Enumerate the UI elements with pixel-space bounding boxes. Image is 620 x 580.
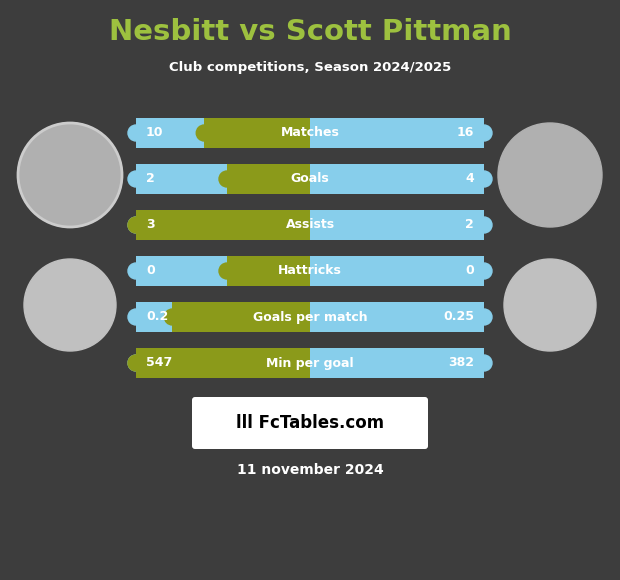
Circle shape (128, 217, 144, 233)
Text: 10: 10 (146, 126, 164, 140)
FancyBboxPatch shape (136, 302, 484, 332)
FancyBboxPatch shape (172, 302, 310, 332)
Circle shape (219, 263, 235, 279)
FancyBboxPatch shape (136, 348, 484, 378)
FancyBboxPatch shape (302, 348, 310, 378)
Circle shape (476, 355, 492, 371)
Text: 3: 3 (146, 219, 154, 231)
Circle shape (128, 355, 144, 371)
FancyBboxPatch shape (302, 302, 310, 332)
Circle shape (18, 123, 122, 227)
Text: 2: 2 (146, 172, 155, 186)
Text: 2: 2 (465, 219, 474, 231)
Text: lll FcTables.com: lll FcTables.com (236, 414, 384, 432)
Text: 0: 0 (146, 264, 155, 277)
Circle shape (504, 259, 596, 351)
Circle shape (302, 309, 318, 325)
Circle shape (128, 309, 144, 325)
Text: Hattricks: Hattricks (278, 264, 342, 277)
Circle shape (302, 355, 318, 371)
Text: Goals: Goals (291, 172, 329, 186)
FancyBboxPatch shape (310, 118, 326, 148)
Circle shape (476, 263, 492, 279)
Circle shape (128, 125, 144, 141)
FancyBboxPatch shape (136, 348, 310, 378)
FancyBboxPatch shape (310, 348, 326, 378)
FancyBboxPatch shape (136, 210, 484, 240)
FancyBboxPatch shape (192, 397, 428, 449)
FancyBboxPatch shape (302, 256, 310, 286)
Circle shape (24, 259, 116, 351)
Text: 11 november 2024: 11 november 2024 (237, 463, 383, 477)
Circle shape (164, 309, 180, 325)
Text: Matches: Matches (281, 126, 339, 140)
Circle shape (128, 263, 144, 279)
Text: Min per goal: Min per goal (266, 357, 354, 369)
Text: 0.2: 0.2 (146, 310, 168, 324)
Text: Assists: Assists (285, 219, 335, 231)
FancyBboxPatch shape (310, 302, 326, 332)
Text: 4: 4 (465, 172, 474, 186)
Circle shape (302, 217, 318, 233)
Circle shape (302, 125, 318, 141)
Circle shape (197, 125, 212, 141)
Circle shape (476, 171, 492, 187)
Circle shape (476, 125, 492, 141)
FancyBboxPatch shape (136, 256, 484, 286)
Circle shape (476, 309, 492, 325)
FancyBboxPatch shape (302, 210, 310, 240)
FancyBboxPatch shape (136, 210, 310, 240)
Circle shape (219, 171, 235, 187)
Text: 382: 382 (448, 357, 474, 369)
FancyBboxPatch shape (310, 256, 326, 286)
Text: 0: 0 (465, 264, 474, 277)
Text: 16: 16 (456, 126, 474, 140)
FancyBboxPatch shape (136, 164, 484, 194)
Text: Club competitions, Season 2024/2025: Club competitions, Season 2024/2025 (169, 61, 451, 74)
FancyBboxPatch shape (310, 210, 326, 240)
FancyBboxPatch shape (302, 118, 310, 148)
Circle shape (476, 217, 492, 233)
Circle shape (498, 123, 602, 227)
FancyBboxPatch shape (227, 256, 310, 286)
Text: 547: 547 (146, 357, 172, 369)
FancyBboxPatch shape (227, 164, 310, 194)
Text: Nesbitt vs Scott Pittman: Nesbitt vs Scott Pittman (108, 18, 511, 46)
Text: 0.25: 0.25 (443, 310, 474, 324)
FancyBboxPatch shape (204, 118, 310, 148)
FancyBboxPatch shape (310, 164, 326, 194)
Circle shape (128, 217, 144, 233)
Circle shape (302, 263, 318, 279)
Circle shape (302, 171, 318, 187)
Text: Goals per match: Goals per match (253, 310, 367, 324)
Circle shape (128, 171, 144, 187)
Circle shape (128, 355, 144, 371)
FancyBboxPatch shape (136, 118, 484, 148)
FancyBboxPatch shape (302, 164, 310, 194)
